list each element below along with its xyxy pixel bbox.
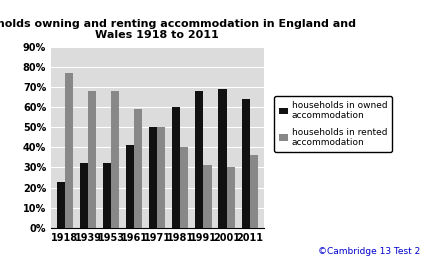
Bar xyxy=(172,107,180,228)
Bar xyxy=(65,73,73,228)
Text: ©Cambridge 13 Test 2: ©Cambridge 13 Test 2 xyxy=(318,247,421,256)
Legend: households in owned
accommodation, households in rented
accommodation: households in owned accommodation, house… xyxy=(275,96,392,152)
Bar xyxy=(249,155,258,228)
Bar xyxy=(126,145,134,228)
Bar xyxy=(103,163,111,228)
Bar xyxy=(149,127,157,228)
Bar xyxy=(111,91,119,228)
Bar xyxy=(241,99,249,228)
Bar xyxy=(88,91,96,228)
Bar xyxy=(134,109,142,228)
Title: Households owning and renting accommodation in England and
Wales 1918 to 2011: Households owning and renting accommodat… xyxy=(0,19,356,40)
Bar xyxy=(180,147,188,228)
Bar xyxy=(157,127,165,228)
Bar xyxy=(80,163,88,228)
Bar xyxy=(204,166,212,228)
Bar xyxy=(227,168,235,228)
Bar xyxy=(218,89,227,228)
Bar xyxy=(196,91,204,228)
Bar xyxy=(57,182,65,228)
